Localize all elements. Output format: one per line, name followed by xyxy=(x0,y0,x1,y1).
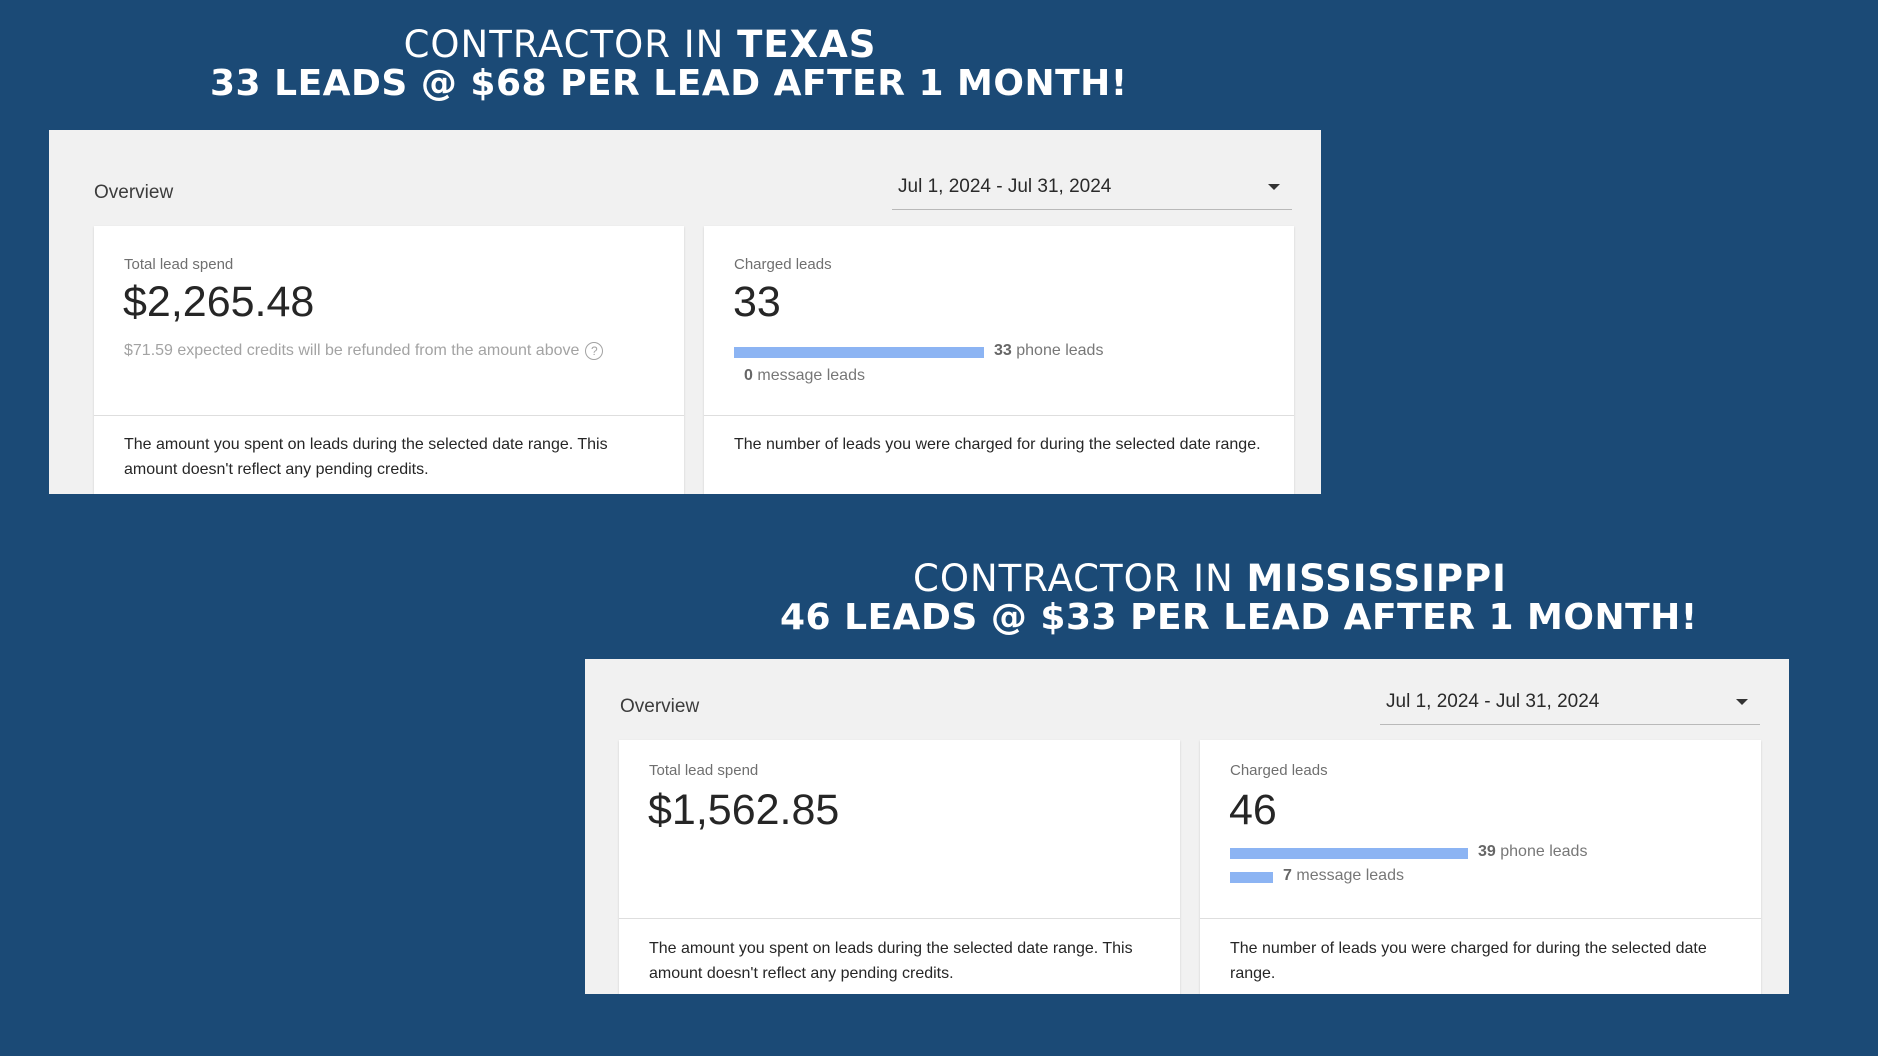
texas-headline-title: CONTRACTOR IN TEXAS xyxy=(403,23,877,66)
total-lead-spend-card: Total lead spend $1,562.85 The amount yo… xyxy=(619,740,1180,994)
card-label: Total lead spend xyxy=(124,256,234,273)
card-description: The number of leads you were charged for… xyxy=(734,436,1261,453)
mississippi-headline-subline: 46 LEADS @ $33 PER LEAD AFTER 1 MONTH! xyxy=(780,597,1698,638)
phone-leads-text: 39 phone leads xyxy=(1478,843,1588,860)
date-range-select[interactable]: Jul 1, 2024 - Jul 31, 2024 xyxy=(1380,691,1760,725)
mississippi-state-name: MISSISSIPPI xyxy=(1246,557,1507,600)
divider xyxy=(94,415,684,416)
mississippi-headline: CONTRACTOR IN MISSISSIPPI 46 LEADS @ $33… xyxy=(780,557,1698,638)
total-lead-spend-value: $1,562.85 xyxy=(648,786,840,834)
chevron-down-icon xyxy=(1736,699,1748,705)
card-description: The amount you spent on leads during the… xyxy=(124,436,608,478)
phone-leads-text: 33 phone leads xyxy=(994,342,1104,359)
phone-leads-bar xyxy=(1230,848,1468,859)
phone-leads-bar xyxy=(734,347,984,358)
charged-leads-card: Charged leads 46 39 phone leads 7 messag… xyxy=(1200,740,1761,994)
texas-headline-subline: 33 LEADS @ $68 PER LEAD AFTER 1 MONTH! xyxy=(210,63,1128,104)
help-icon[interactable]: ? xyxy=(585,342,604,360)
date-range-value: Jul 1, 2024 - Jul 31, 2024 xyxy=(898,176,1112,197)
total-lead-spend-value: $2,265.48 xyxy=(123,278,315,326)
divider xyxy=(619,918,1180,919)
message-leads-bar xyxy=(1230,872,1273,883)
charged-leads-value: 46 xyxy=(1229,786,1277,834)
card-label: Charged leads xyxy=(1230,762,1328,779)
card-label: Total lead spend xyxy=(649,762,759,779)
divider xyxy=(704,415,1294,416)
divider xyxy=(1200,918,1761,919)
texas-headline: CONTRACTOR IN TEXAS 33 LEADS @ $68 PER L… xyxy=(210,23,1128,104)
charged-leads-card: Charged leads 33 33 phone leads 0 messag… xyxy=(704,226,1294,494)
total-lead-spend-card: Total lead spend $2,265.48 $71.59 expect… xyxy=(94,226,684,494)
card-description: The amount you spent on leads during the… xyxy=(649,940,1133,982)
overview-label: Overview xyxy=(620,696,700,717)
texas-overview-panel: Overview Jul 1, 2024 - Jul 31, 2024 Tota… xyxy=(49,130,1321,494)
chevron-down-icon xyxy=(1268,184,1280,190)
message-leads-text: 7 message leads xyxy=(1283,867,1404,884)
charged-leads-value: 33 xyxy=(733,278,781,326)
date-range-value: Jul 1, 2024 - Jul 31, 2024 xyxy=(1386,691,1600,712)
card-label: Charged leads xyxy=(734,256,832,273)
card-description: The number of leads you were charged for… xyxy=(1230,940,1707,982)
message-leads-text: 0 message leads xyxy=(744,367,865,384)
expected-credits-note: $71.59 expected credits will be refunded… xyxy=(124,342,604,360)
mississippi-headline-title: CONTRACTOR IN MISSISSIPPI xyxy=(913,557,1507,600)
date-range-select[interactable]: Jul 1, 2024 - Jul 31, 2024 xyxy=(892,176,1292,210)
overview-label: Overview xyxy=(94,182,174,203)
mississippi-overview-panel: Overview Jul 1, 2024 - Jul 31, 2024 Tota… xyxy=(585,659,1789,994)
texas-state-name: TEXAS xyxy=(737,23,877,66)
